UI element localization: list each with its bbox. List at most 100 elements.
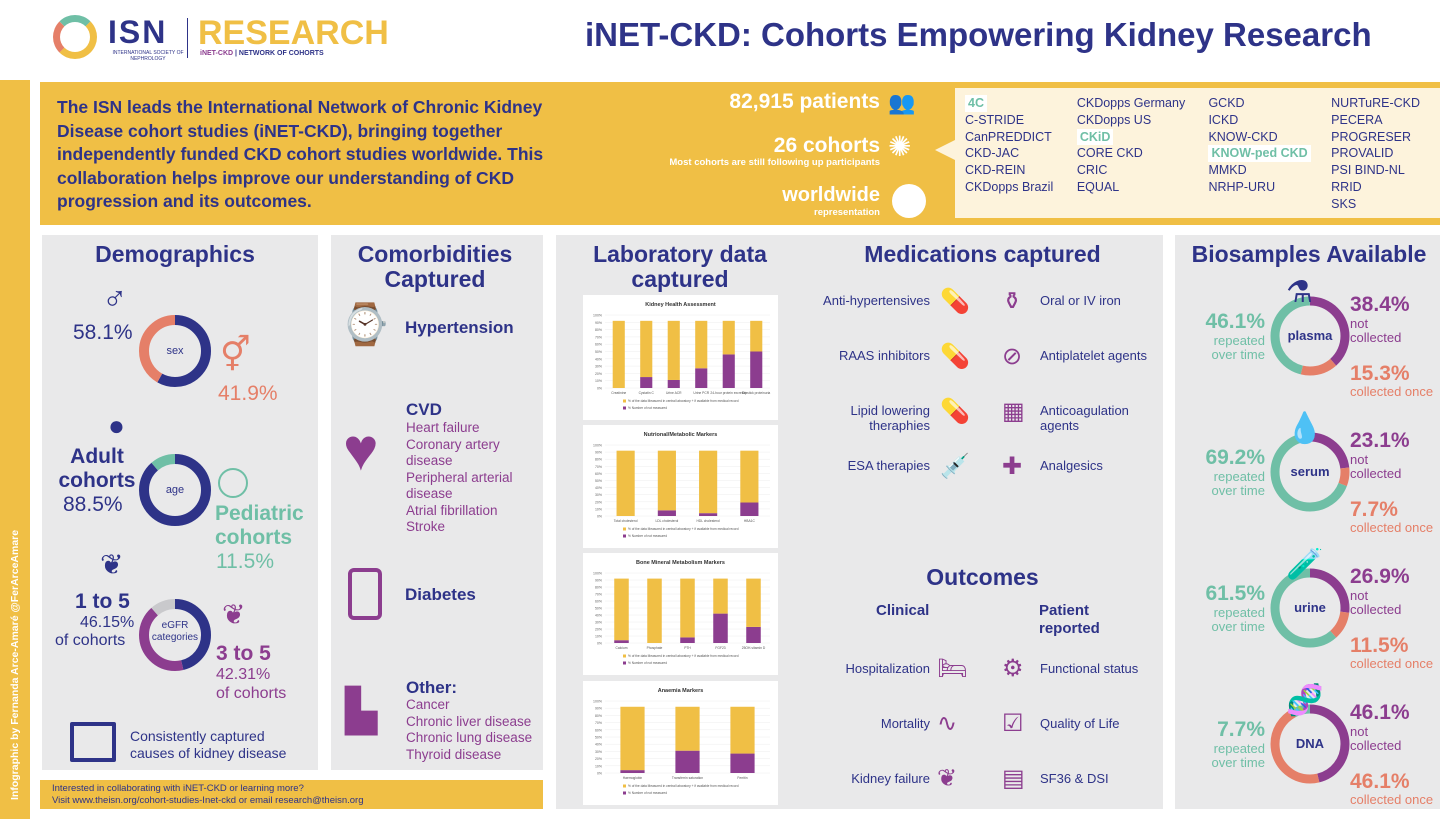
other-label: Other:: [406, 678, 457, 697]
cohort-item: CanPREDDICT: [965, 129, 1052, 144]
y-tick-label: 90%: [595, 451, 602, 455]
y-tick-label: 70%: [595, 335, 602, 339]
medications-title: Medications captured: [864, 241, 1101, 267]
female-segment: [139, 315, 211, 387]
adult-label: Adult cohorts: [58, 445, 136, 492]
heart-icon: ♥: [343, 416, 379, 483]
sex-label: sex: [166, 345, 184, 357]
clinical-outcome-label: Hospitalization: [845, 661, 930, 676]
y-tick-label: 100%: [593, 572, 602, 576]
y-tick-label: 90%: [595, 707, 602, 711]
chart-title: Bone Mineral Metabolism Markers: [636, 560, 725, 566]
not-collected-pct: 38.4%: [1350, 293, 1410, 316]
x-tick-label: Phosphate: [647, 646, 663, 650]
legend-label: % Number of not measured: [628, 534, 667, 538]
medication-icon: 💉: [940, 453, 970, 480]
biosample-donut: [1270, 432, 1350, 512]
y-tick-label: 10%: [595, 379, 602, 383]
worldwide-note: representation: [814, 207, 880, 218]
y-tick-label: 100%: [593, 700, 602, 704]
bar-not-measured: [750, 351, 763, 388]
clinical-outcome-label: Mortality: [880, 716, 930, 731]
other-comorbidity-item: Cancer: [406, 697, 450, 712]
collected-once-segment: [1270, 296, 1350, 376]
collected-once-segment: [1270, 432, 1350, 512]
bar-measured: [616, 450, 635, 516]
medication-label: Oral or IV iron: [1040, 293, 1121, 308]
y-tick-label: 20%: [595, 500, 602, 504]
footer-band: Interested in collaborating with iNET-CK…: [40, 780, 543, 809]
biosample-icon: 🧬: [1286, 684, 1324, 717]
egfr-b-note: of cohorts: [216, 685, 287, 702]
egfr-3-5-segment: [139, 599, 211, 671]
cohorts-note: Most cohorts are still following up part…: [669, 157, 880, 168]
cohort-item: PROGRESER: [1331, 129, 1412, 144]
x-tick-label: Ferritin: [737, 776, 747, 780]
legend-swatch: [623, 784, 626, 788]
other-comorbidity-item: Chronic liver disease: [406, 713, 532, 729]
patient-outcome-icon: ☑: [1002, 710, 1024, 737]
bar-not-measured: [657, 510, 676, 516]
blood-pressure-icon: ⌚: [340, 303, 390, 347]
y-tick-label: 100%: [593, 444, 602, 448]
bar-measured: [657, 450, 676, 511]
chart-title: Nutrional/Metabolic Markers: [644, 432, 718, 438]
x-tick-label: Calcium: [616, 646, 628, 650]
clinical-outcome-icon: ❦: [937, 765, 958, 792]
collected-once-pct: 46.1%: [1350, 770, 1410, 793]
side-strip: [0, 80, 30, 819]
y-tick-label: 80%: [595, 714, 602, 718]
repeated-pct: 61.5%: [1205, 582, 1265, 605]
collected-once-label: collected once: [1350, 384, 1434, 399]
medication-label: Antiplatelet agents: [1040, 348, 1147, 363]
male-icon: ♂: [102, 280, 128, 318]
cohort-column: 4C C-STRIDE CanPREDDICT CKD-JAC CKD-REIN CKDo…: [965, 95, 1077, 218]
y-tick-label: 40%: [595, 357, 602, 361]
y-tick-label: 90%: [595, 579, 602, 583]
bar-measured: [614, 578, 629, 641]
bar-measured: [640, 320, 653, 378]
biosample-name: DNA: [1295, 736, 1325, 751]
cohort-item: GCKD: [1208, 96, 1245, 110]
not-collected-label: not collected: [1350, 452, 1402, 481]
medication-label: Lipid lowering theraphies: [850, 403, 931, 433]
legend-label: % Number of not measured: [628, 406, 667, 410]
cohort-item-pediatric: CKiD: [1076, 128, 1114, 146]
clinical-outcome-label: Kidney failure: [851, 771, 930, 786]
cvd-label: CVD: [406, 400, 442, 419]
legend-label: % of the data Measured in central labora…: [628, 527, 739, 531]
legend-swatch: [623, 791, 626, 795]
y-tick-label: 10%: [595, 507, 602, 511]
y-tick-label: 20%: [595, 628, 602, 632]
patient-outcome-label: Quality of Life: [1040, 716, 1120, 731]
medication-icon: ⊘: [1002, 343, 1023, 370]
causes-text: Consistently captured causes of kidney d…: [130, 728, 287, 761]
logo-research: RESEARCH: [198, 14, 389, 52]
globe-icon: [892, 184, 926, 218]
not-collected-label: not collected: [1350, 316, 1402, 345]
bar-measured: [612, 320, 625, 388]
y-tick-label: 90%: [595, 321, 602, 325]
bar-not-measured: [680, 637, 695, 643]
x-tick-label: 24-hour protein excretion: [710, 391, 747, 395]
y-tick-label: 0%: [597, 772, 602, 776]
cohort-list: 4C C-STRIDE CanPREDDICT CKD-JAC CKD-REIN CKDo…: [955, 88, 1440, 218]
medication-label: Anti-hypertensives: [823, 293, 930, 308]
footer-line2[interactable]: Visit www.theisn.org/cohort-studies-Inet…: [52, 794, 364, 806]
legend-swatch: [623, 654, 626, 658]
logo-subline: iNET-CKD | NETWORK OF COHORTS: [200, 50, 324, 57]
x-tick-label: Transferrin saturation: [672, 776, 703, 780]
x-tick-label: Haemoglobin: [623, 776, 643, 780]
y-tick-label: 50%: [595, 736, 602, 740]
bar-measured: [675, 706, 700, 751]
y-tick-label: 30%: [595, 621, 602, 625]
y-tick-label: 100%: [593, 314, 602, 318]
age-label: age: [165, 484, 185, 496]
chart-anaemia: Anaemia Markers 0% 10% 20% 30% 40% 50% 60% 70% 80…: [583, 681, 778, 805]
legend-swatch: [623, 527, 626, 531]
cohort-list-pointer: [935, 140, 955, 160]
cohort-item: CKDopps US: [1076, 112, 1152, 127]
x-tick-label: Cystatin C: [639, 391, 655, 395]
clinical-heading: Clinical: [876, 602, 930, 619]
sex-donut: [139, 315, 211, 387]
